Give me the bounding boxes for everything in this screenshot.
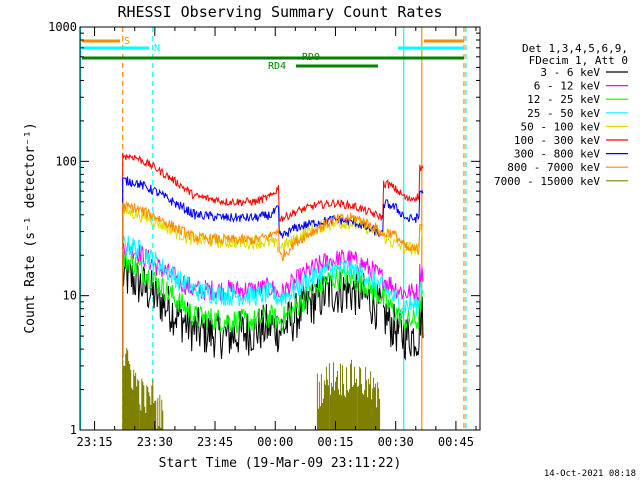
legend-header-line: Det 1,3,4,5,6,9, xyxy=(522,42,628,55)
y-tick-label: 1 xyxy=(70,423,77,437)
series-line-8 xyxy=(122,348,381,430)
flag-label-s: S xyxy=(124,36,130,47)
legend-header-line: FDecim 1, Att 0 xyxy=(529,54,628,67)
series-line-0 xyxy=(122,252,424,361)
flag-label-n: N xyxy=(154,43,160,54)
legend-label: 12 - 25 keV xyxy=(527,93,600,106)
plot-frame xyxy=(79,26,481,431)
legend-label: 50 - 100 keV xyxy=(521,120,601,133)
legend-label: 100 - 300 keV xyxy=(514,134,600,147)
x-tick-label: 00:15 xyxy=(317,435,353,449)
x-tick-label: 23:30 xyxy=(137,435,173,449)
footer-timestamp: 14-Oct-2021 08:18 xyxy=(544,469,636,479)
series-line-5 xyxy=(122,152,424,357)
series-line-6 xyxy=(122,176,424,357)
x-tick-label: 23:45 xyxy=(197,435,233,449)
plot-area: S N RD0 RD4 1 10 100 1000 23:15 23:30 23:45 00:00 00… xyxy=(48,20,481,449)
flag-label-rd0: RD0 xyxy=(302,52,320,63)
y-tick-label: 100 xyxy=(55,154,77,168)
flag-label-rd4: RD4 xyxy=(268,61,286,72)
x-tick-label: 00:45 xyxy=(438,435,474,449)
series-line-2 xyxy=(122,250,424,357)
legend-label: 6 - 12 keV xyxy=(534,80,601,93)
series-line-4 xyxy=(122,205,424,357)
series-line-3 xyxy=(122,235,424,357)
x-tick-label: 23:15 xyxy=(77,435,113,449)
legend-label: 25 - 50 keV xyxy=(527,107,600,120)
chart-title: RHESSI Observing Summary Count Rates xyxy=(117,3,442,21)
y-tick-label: 1000 xyxy=(48,20,77,34)
legend-header: Det 1,3,4,5,6,9,FDecim 1, Att 0 xyxy=(522,42,628,67)
legend-label: 300 - 800 keV xyxy=(514,148,600,161)
y-axis-label: Count Rate (s⁻¹ detector⁻¹) xyxy=(23,122,38,333)
legend-label: 7000 - 15000 keV xyxy=(494,175,600,188)
x-tick-label: 00:00 xyxy=(257,435,293,449)
y-tick-label: 10 xyxy=(63,289,77,303)
x-tick-label: 00:30 xyxy=(378,435,414,449)
series-line-7 xyxy=(122,200,424,357)
legend-label: 800 - 7000 keV xyxy=(507,161,600,174)
x-axis-label: Start Time (19-Mar-09 23:11:22) xyxy=(159,456,402,471)
legend-label: 3 - 6 keV xyxy=(540,66,600,79)
